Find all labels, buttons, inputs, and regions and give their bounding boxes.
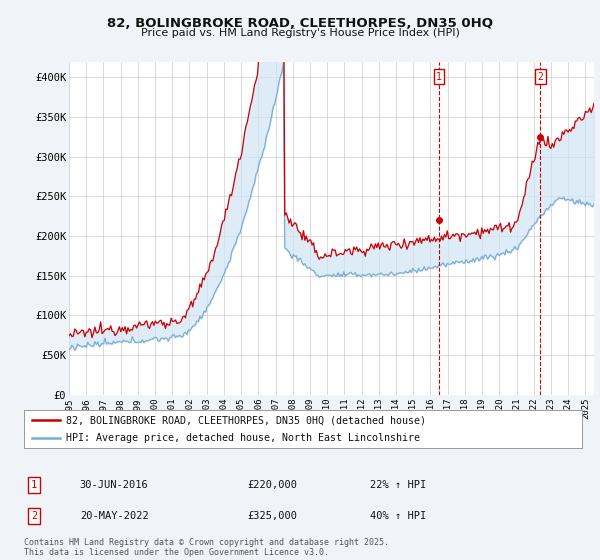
- Text: 82, BOLINGBROKE ROAD, CLEETHORPES, DN35 0HQ (detached house): 82, BOLINGBROKE ROAD, CLEETHORPES, DN35 …: [66, 415, 426, 425]
- Text: Price paid vs. HM Land Registry's House Price Index (HPI): Price paid vs. HM Land Registry's House …: [140, 28, 460, 38]
- Text: 1: 1: [436, 72, 442, 82]
- Text: Contains HM Land Registry data © Crown copyright and database right 2025.
This d: Contains HM Land Registry data © Crown c…: [24, 538, 389, 557]
- Text: 2: 2: [538, 72, 543, 82]
- Text: 2: 2: [31, 511, 37, 521]
- Text: £325,000: £325,000: [247, 511, 297, 521]
- Text: 30-JUN-2016: 30-JUN-2016: [80, 480, 149, 490]
- Text: 22% ↑ HPI: 22% ↑ HPI: [370, 480, 426, 490]
- Text: 40% ↑ HPI: 40% ↑ HPI: [370, 511, 426, 521]
- Text: 1: 1: [31, 480, 37, 490]
- Text: 20-MAY-2022: 20-MAY-2022: [80, 511, 149, 521]
- Text: £220,000: £220,000: [247, 480, 297, 490]
- Text: HPI: Average price, detached house, North East Lincolnshire: HPI: Average price, detached house, Nort…: [66, 433, 420, 443]
- Text: 82, BOLINGBROKE ROAD, CLEETHORPES, DN35 0HQ: 82, BOLINGBROKE ROAD, CLEETHORPES, DN35 …: [107, 17, 493, 30]
